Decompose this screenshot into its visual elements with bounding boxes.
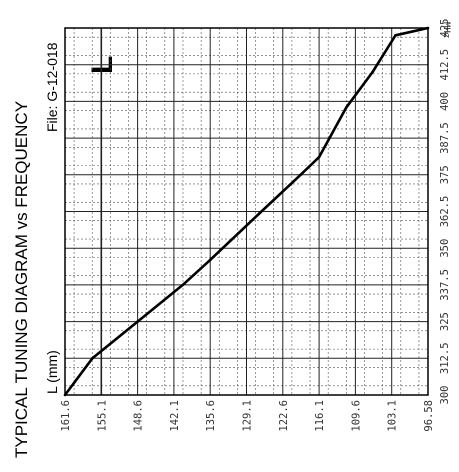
x-tick-label: 325 bbox=[439, 312, 451, 331]
x-tick-label: 387.5 bbox=[439, 122, 451, 154]
x-tick-label: 375 bbox=[439, 165, 451, 184]
y-axis-label: L (mm) bbox=[44, 350, 60, 394]
y-tick-label: 135.6 bbox=[205, 400, 217, 432]
x-tick-label: 300 bbox=[439, 386, 451, 405]
data-point bbox=[371, 70, 374, 74]
y-tick-label: 161.6 bbox=[60, 400, 72, 432]
x-tick-label: 400 bbox=[439, 92, 451, 111]
plot-frame bbox=[64, 27, 429, 396]
data-point bbox=[91, 357, 94, 360]
x-tick-label: 337.5 bbox=[439, 269, 451, 301]
chart-title: TYPICAL TUNING DIAGRAM vs FREQUENCY bbox=[12, 101, 31, 458]
x-tick-label: 350 bbox=[439, 239, 451, 258]
y-tick-label: 109.6 bbox=[350, 400, 362, 432]
data-point bbox=[181, 283, 185, 287]
plot-area: 300 312.5 325 337.5 350 362.5 375 387.5 400 412.5… bbox=[60, 19, 451, 432]
y-tick-label: 142.1 bbox=[169, 400, 181, 432]
y-tick-label: 148.6 bbox=[133, 400, 145, 432]
x-axis-unit: MHz bbox=[441, 22, 451, 38]
data-point bbox=[345, 105, 348, 109]
data-point bbox=[136, 320, 139, 323]
y-tick-label: 155.1 bbox=[96, 400, 108, 432]
data-point bbox=[258, 211, 262, 215]
y-tick-label: 129.1 bbox=[242, 400, 254, 432]
y-tick-label: 96.58 bbox=[423, 400, 435, 432]
data-point bbox=[63, 393, 67, 397]
data-point bbox=[208, 258, 212, 262]
data-point bbox=[426, 26, 430, 30]
y-tick-label: 103.1 bbox=[387, 400, 399, 432]
x-tick-label: 425 bbox=[439, 19, 451, 38]
series-line bbox=[63, 26, 429, 396]
data-point bbox=[394, 34, 397, 37]
file-label: File: G-12-018 bbox=[44, 42, 60, 132]
x-tick-label: 312.5 bbox=[439, 342, 451, 374]
x-tick-label: 362.5 bbox=[439, 196, 451, 228]
x-tick-label: 412.5 bbox=[439, 49, 451, 81]
y-tick-label: 122.6 bbox=[278, 400, 290, 432]
data-point bbox=[317, 155, 321, 159]
chart-title-group: TYPICAL TUNING DIAGRAM vs FREQUENCY bbox=[12, 101, 31, 458]
data-point bbox=[299, 173, 302, 177]
y-tick-label: 116.1 bbox=[314, 400, 326, 432]
